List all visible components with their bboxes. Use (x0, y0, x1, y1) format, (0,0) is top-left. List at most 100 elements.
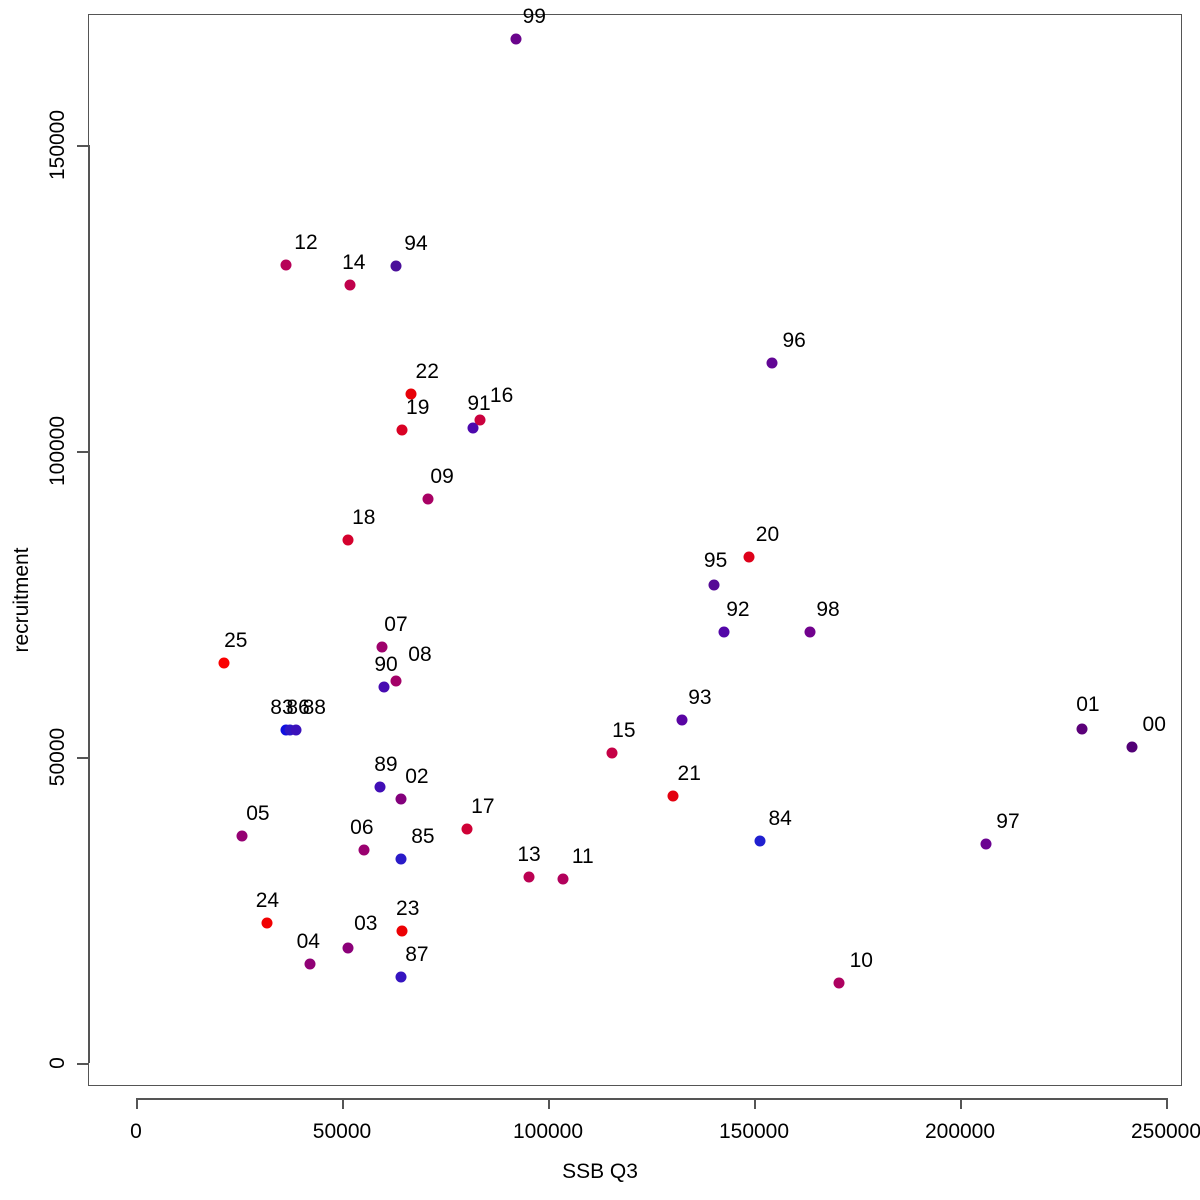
data-point-label: 88 (302, 696, 326, 720)
x-axis-title: SSB Q3 (562, 1160, 638, 1183)
data-point-label: 04 (296, 930, 320, 954)
data-point (754, 835, 766, 847)
data-point-label: 05 (246, 801, 270, 825)
data-point (708, 579, 720, 591)
data-point-label: 16 (489, 384, 514, 408)
data-point-label: 23 (396, 896, 420, 920)
data-point-label: 94 (404, 231, 428, 255)
data-point-label: 25 (224, 628, 248, 652)
x-tick-mark (548, 1098, 550, 1109)
data-point (833, 977, 845, 989)
data-point-label: 83 (270, 696, 294, 720)
data-point (395, 853, 407, 865)
data-point (344, 279, 356, 291)
data-point-label: 91 (467, 391, 491, 415)
data-point (396, 925, 408, 937)
data-point-label: 85 (411, 825, 435, 849)
x-tick-label: 0 (130, 1120, 142, 1143)
data-point-label: 87 (405, 942, 429, 966)
data-point-label: 15 (612, 719, 636, 743)
x-tick-mark (1166, 1098, 1168, 1109)
x-tick-mark (754, 1098, 756, 1109)
y-tick-label: 100000 (46, 415, 69, 487)
data-point (1076, 723, 1088, 735)
y-tick-mark (77, 757, 89, 759)
data-point (236, 830, 248, 842)
data-point-label: 84 (768, 806, 792, 830)
data-point (358, 844, 370, 856)
data-point (510, 33, 522, 45)
x-tick-mark (342, 1098, 344, 1109)
data-point (376, 641, 388, 653)
data-point-label: 01 (1076, 692, 1100, 716)
data-point-label: 14 (342, 251, 366, 275)
data-point (1126, 741, 1138, 753)
data-point-label: 20 (755, 522, 780, 546)
data-point-label: 03 (354, 911, 378, 935)
data-point (390, 675, 402, 686)
data-point-label: 09 (430, 464, 454, 488)
data-point-label: 07 (384, 613, 408, 637)
data-point-label: 08 (408, 642, 432, 666)
x-tick-label: 50000 (312, 1120, 372, 1143)
data-point-label: 22 (415, 360, 439, 384)
data-point (766, 357, 778, 369)
data-point (405, 388, 417, 400)
data-point-label: 92 (726, 598, 750, 622)
data-point-label: 96 (782, 328, 806, 352)
y-tick-label: 0 (46, 1057, 69, 1069)
y-tick-mark (77, 451, 89, 453)
x-tick-mark (960, 1098, 962, 1109)
x-tick-label: 100000 (512, 1120, 584, 1143)
data-point (290, 724, 302, 736)
data-point-label: 00 (1142, 712, 1166, 736)
y-tick-mark (77, 145, 89, 147)
data-point (374, 781, 386, 793)
data-point (395, 971, 407, 983)
data-point-label: 93 (688, 685, 712, 709)
data-point-label: 06 (350, 816, 374, 840)
data-point-label: 89 (374, 752, 398, 776)
data-point (467, 422, 479, 434)
y-tick-label: 50000 (46, 727, 69, 787)
data-point (284, 724, 296, 736)
y-tick-mark (77, 1063, 89, 1065)
plot-frame (88, 14, 1182, 1086)
data-point-label: 18 (352, 506, 376, 530)
data-point-label: 21 (677, 761, 701, 785)
data-point (606, 747, 618, 759)
x-tick-label: 150000 (718, 1120, 790, 1143)
data-point-label: 99 (522, 5, 546, 29)
data-point (261, 917, 273, 929)
data-point (980, 838, 992, 850)
data-point-label: 02 (405, 764, 429, 788)
data-point (342, 534, 354, 546)
data-point-label: 17 (471, 794, 495, 818)
data-point (804, 626, 816, 638)
data-point-label: 90 (374, 653, 398, 677)
y-axis-line (88, 145, 90, 1063)
data-point-label: 11 (571, 845, 594, 869)
x-axis-line (136, 1098, 1166, 1100)
data-point (280, 259, 292, 271)
data-point-label: 24 (255, 888, 280, 912)
data-point (218, 657, 230, 669)
x-tick-label: 250000 (1130, 1120, 1200, 1143)
y-axis-title: recruitment (10, 547, 33, 653)
data-point-label: 98 (816, 598, 840, 622)
data-point (390, 260, 402, 272)
data-point-label: 13 (517, 842, 541, 866)
data-point-label: 12 (294, 230, 318, 254)
data-point (461, 823, 473, 835)
data-point (743, 551, 755, 563)
data-point (676, 714, 688, 726)
data-point (557, 873, 569, 885)
data-point-label: 95 (703, 549, 728, 573)
data-point (304, 958, 316, 970)
data-point (422, 493, 434, 505)
data-point-label: 19 (406, 396, 430, 420)
x-tick-mark (136, 1098, 138, 1109)
data-point (395, 793, 407, 805)
data-point (396, 424, 408, 436)
